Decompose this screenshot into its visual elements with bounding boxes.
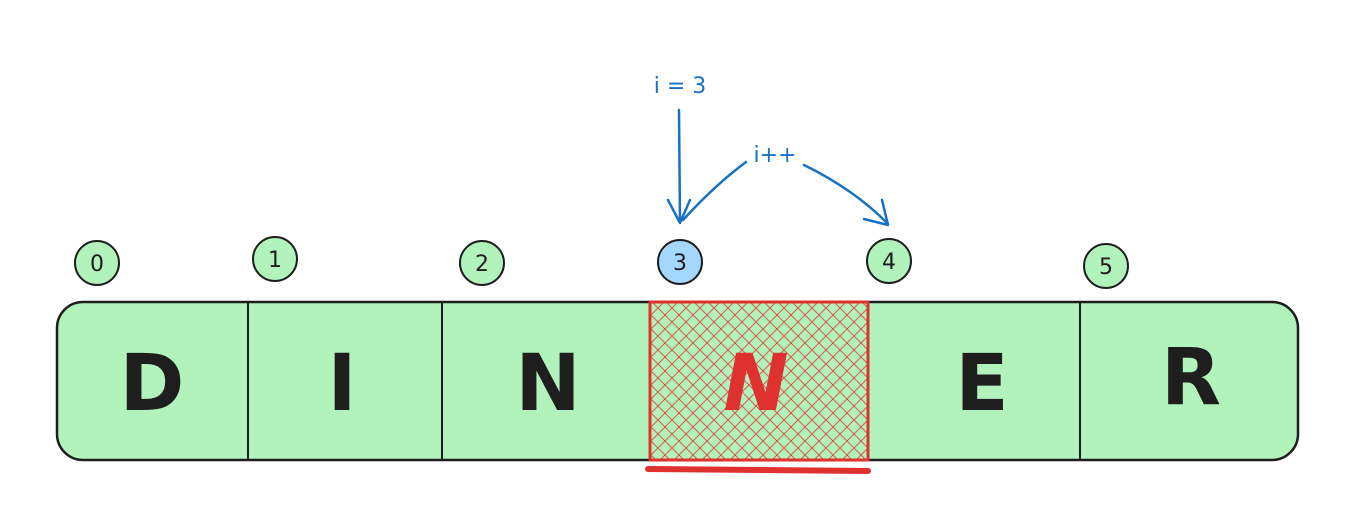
pointer-label: i = 3 — [654, 74, 707, 99]
cell-letter-0: D — [120, 339, 185, 429]
index-label-1: 1 — [268, 248, 282, 273]
index-badge-3: 3 — [657, 239, 703, 285]
cell-dividers — [247, 302, 1081, 460]
increment-label: i++ — [754, 143, 797, 168]
index-badge-1: 1 — [252, 236, 298, 282]
active-cell-highlight — [648, 300, 870, 462]
cell-letter-5: R — [1161, 333, 1221, 423]
cell-letter-4: E — [955, 339, 1008, 429]
index-label-2: 2 — [475, 252, 489, 277]
index-badge-0: 0 — [74, 240, 120, 286]
active-cell-underline — [645, 466, 871, 474]
index-label-5: 5 — [1099, 255, 1113, 280]
index-label-4: 4 — [882, 250, 896, 275]
cell-letter-3: N — [723, 339, 788, 429]
pointer-arrow — [666, 108, 692, 225]
index-badge-2: 2 — [459, 240, 505, 286]
index-label-0: 0 — [90, 252, 104, 277]
increment-arrow — [681, 160, 890, 227]
cell-letter-1: I — [327, 339, 356, 429]
index-badge-4: 4 — [866, 238, 912, 284]
index-label-3: 3 — [673, 251, 687, 276]
index-badge-5: 5 — [1083, 243, 1129, 289]
cell-letter-2: N — [515, 339, 580, 429]
